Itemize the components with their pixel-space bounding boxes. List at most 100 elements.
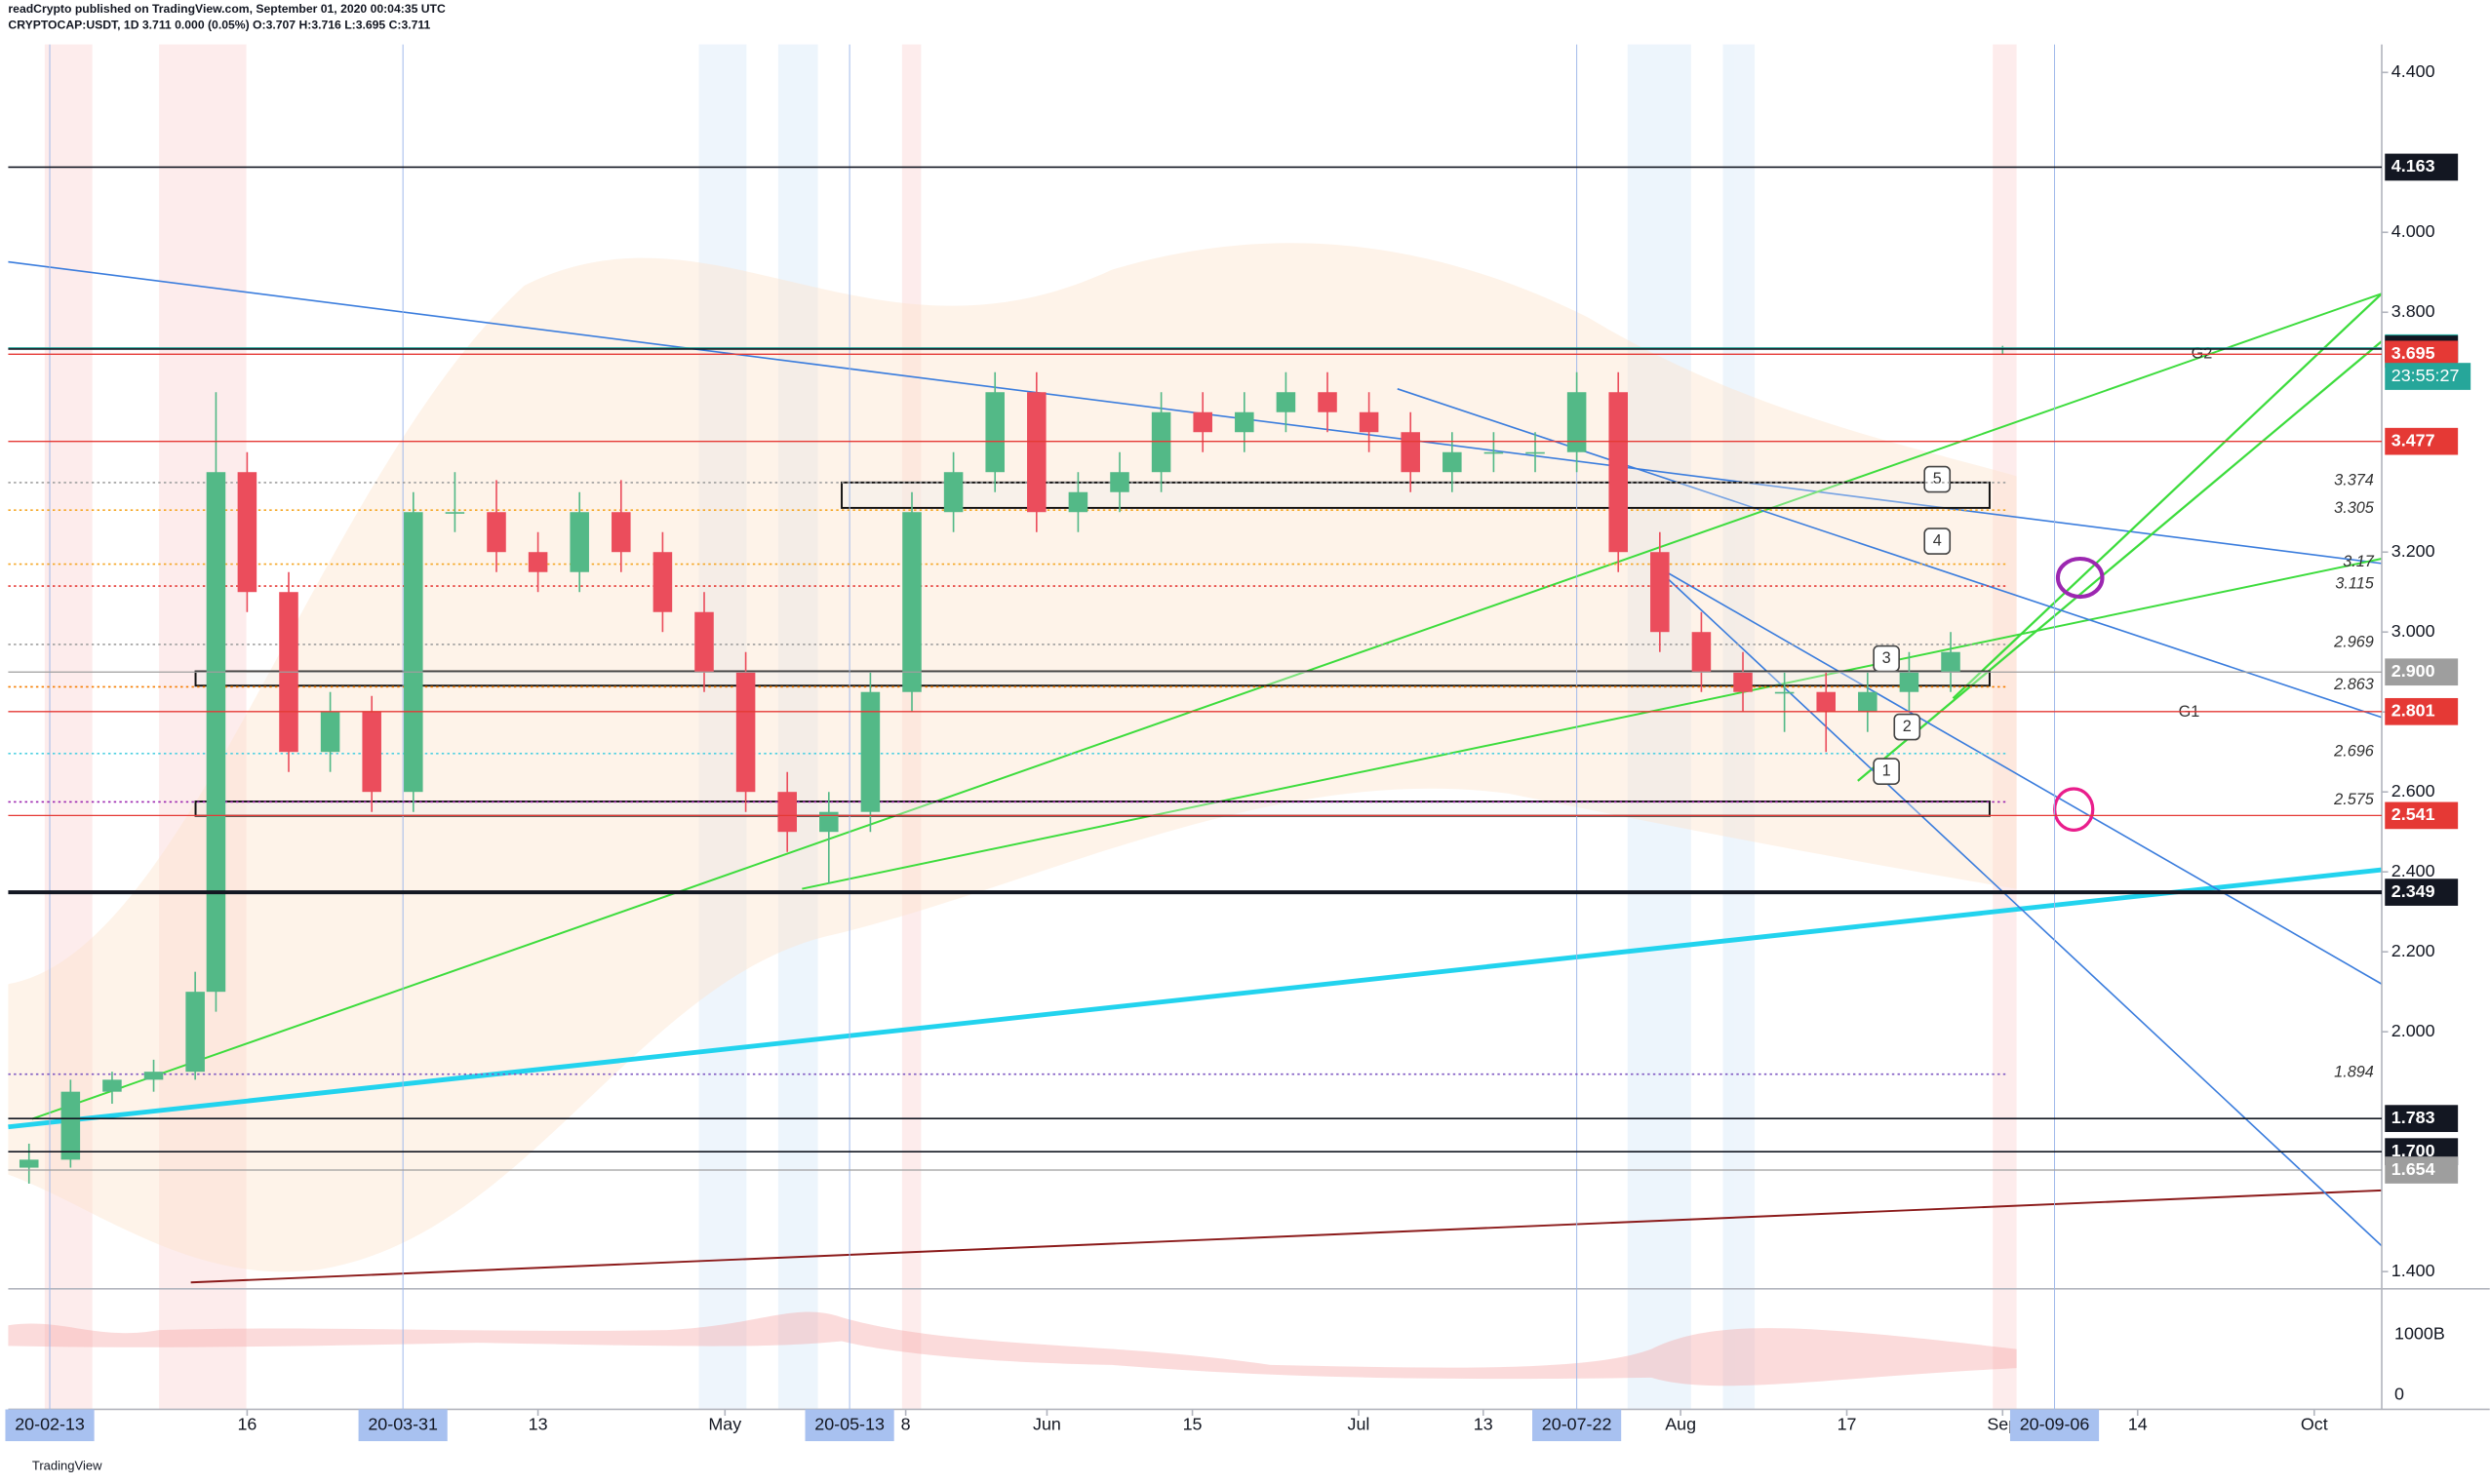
- candle-body: [612, 512, 631, 553]
- x-tick-label: 20-03-31: [368, 1415, 438, 1434]
- level-label: 3.374: [2334, 472, 2374, 489]
- price-tag: [2385, 427, 2459, 455]
- watermark: TradingView: [32, 1459, 102, 1473]
- y-tick-label: 2.200: [2391, 941, 2435, 960]
- y-tick-label: 4.400: [2391, 61, 2435, 81]
- candle-body: [1650, 552, 1670, 633]
- candle-body: [487, 512, 506, 553]
- candle-body: [1443, 451, 1462, 473]
- price-tag-label: 2.801: [2391, 701, 2435, 721]
- level-label: 2.575: [2333, 791, 2375, 808]
- candle-body: [1899, 672, 1919, 692]
- candle-body: [1816, 691, 1836, 713]
- y-tick-label: 2.600: [2391, 781, 2435, 801]
- annotation: G2: [2192, 344, 2213, 362]
- x-tick-label: Jul: [1348, 1415, 1370, 1434]
- candle-body: [1858, 691, 1877, 713]
- candle-body: [1691, 632, 1712, 673]
- candle-body: [1733, 672, 1753, 692]
- candle-body: [570, 512, 589, 572]
- candle-body: [1401, 432, 1420, 473]
- price-tag-label: 2.349: [2391, 881, 2435, 901]
- x-tick-label: Oct: [2301, 1415, 2328, 1434]
- candle-body: [1027, 392, 1047, 513]
- level-label: 1.894: [2334, 1063, 2374, 1080]
- candle-body: [694, 611, 714, 673]
- candle-body: [185, 992, 205, 1073]
- candle-body: [777, 792, 797, 833]
- candle-body: [1151, 411, 1171, 473]
- y-tick-label: 3.800: [2391, 301, 2435, 321]
- candle-body: [60, 1091, 81, 1160]
- candle-body: [1068, 491, 1088, 513]
- price-tag: [2385, 697, 2459, 725]
- price-tag-label: 1.700: [2391, 1141, 2435, 1160]
- annotation-boxes: [1873, 465, 1952, 785]
- price-tag: [2385, 879, 2459, 906]
- price-tag-label: 2.541: [2391, 804, 2435, 824]
- x-tick-highlight: [1532, 1409, 1622, 1442]
- price-tag: [2385, 801, 2459, 830]
- candle-body: [943, 472, 964, 513]
- annotation: 3: [1882, 649, 1891, 667]
- level-label: 3.115: [2335, 575, 2374, 593]
- x-tick-highlight: [805, 1409, 894, 1442]
- indicator-area: [8, 1311, 2017, 1386]
- candle-body: [652, 552, 673, 612]
- candle-body: [143, 1072, 164, 1080]
- level-label: 2.969: [2333, 634, 2374, 651]
- x-tick-label: 20-07-22: [1542, 1415, 1612, 1434]
- candle-body: [1359, 411, 1379, 433]
- price-tag-label: 2.900: [2391, 661, 2435, 681]
- candle-body: [1193, 411, 1212, 433]
- x-tick-label: Jun: [1033, 1415, 1061, 1434]
- candle-body: [1276, 392, 1296, 412]
- candle-body: [1525, 451, 1545, 454]
- chart-marks: 4.4004.0003.8003.2003.0002.8002.6002.400…: [5, 44, 2471, 1442]
- y-tick-label: 4.000: [2391, 221, 2435, 241]
- trend-lines: [8, 260, 2383, 1284]
- candle-body: [819, 811, 839, 833]
- price-tag: [2385, 153, 2459, 181]
- chart-title: readCrypto published on TradingView.com,…: [8, 2, 446, 16]
- price-tag-label: 1.654: [2391, 1159, 2435, 1179]
- candle-body: [1774, 691, 1795, 694]
- candle-body: [1235, 411, 1254, 433]
- y-tick-label: 3.200: [2391, 541, 2435, 561]
- candle-body: [860, 691, 881, 812]
- candle-body: [735, 672, 756, 793]
- price-tag-label: 3.695: [2391, 343, 2435, 363]
- y-tick-label: 2.000: [2391, 1021, 2435, 1040]
- price-tag-label: 3.477: [2391, 430, 2435, 449]
- candle-body: [362, 712, 381, 793]
- x-tick-label: 14: [2128, 1415, 2148, 1434]
- y-tick-label: 3.000: [2391, 621, 2435, 641]
- chart-subtitle: CRYPTOCAP:USDT, 1D 3.711 0.000 (0.05%) O…: [8, 18, 430, 31]
- price-tag-label: 1.783: [2391, 1108, 2435, 1127]
- x-tick-label: 13: [1474, 1415, 1493, 1434]
- annotation: 1: [1882, 762, 1891, 779]
- candle-body: [1483, 451, 1504, 454]
- volume-tick-label: 1000B: [2394, 1324, 2445, 1344]
- x-tick-highlight: [2009, 1409, 2100, 1442]
- annotation: 4: [1933, 531, 1942, 549]
- candle-body: [237, 472, 257, 593]
- level-label: 2.696: [2333, 743, 2375, 761]
- envelope: [8, 243, 2017, 1272]
- candle-body: [1566, 392, 1587, 452]
- volume-tick-label: 0: [2394, 1385, 2404, 1404]
- candle-body: [1318, 392, 1337, 412]
- candle-body: [985, 392, 1005, 473]
- candle-body: [320, 712, 340, 753]
- x-tick-label: May: [708, 1415, 741, 1434]
- x-tick-label: 17: [1838, 1415, 1857, 1434]
- candle-body: [445, 512, 465, 514]
- annotation: 5: [1933, 470, 1942, 488]
- candle-body: [1110, 472, 1129, 492]
- candle-body: [1941, 651, 1960, 673]
- annotation: 2: [1903, 718, 1912, 735]
- price-tag: [2385, 1105, 2459, 1132]
- y-tick-label: 2.400: [2391, 861, 2435, 880]
